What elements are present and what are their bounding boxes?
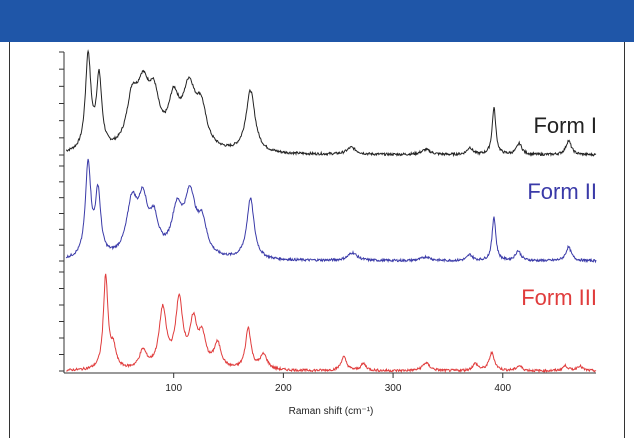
series-label-2: Form II <box>527 179 597 204</box>
x-tick-label: 400 <box>494 383 511 394</box>
x-tick-label: 100 <box>165 383 182 394</box>
series-line-1 <box>65 49 597 158</box>
series-line-3 <box>66 273 597 374</box>
x-tick-label: 300 <box>385 383 402 394</box>
series-label-3: Form III <box>521 285 597 310</box>
header-bar <box>0 0 634 42</box>
series-line-2 <box>65 158 597 264</box>
series-label-1: Form I <box>533 113 597 138</box>
figure-frame <box>9 42 625 438</box>
x-tick-label: 200 <box>275 383 292 394</box>
x-axis-label: Raman shift (cm⁻¹) <box>289 406 374 417</box>
